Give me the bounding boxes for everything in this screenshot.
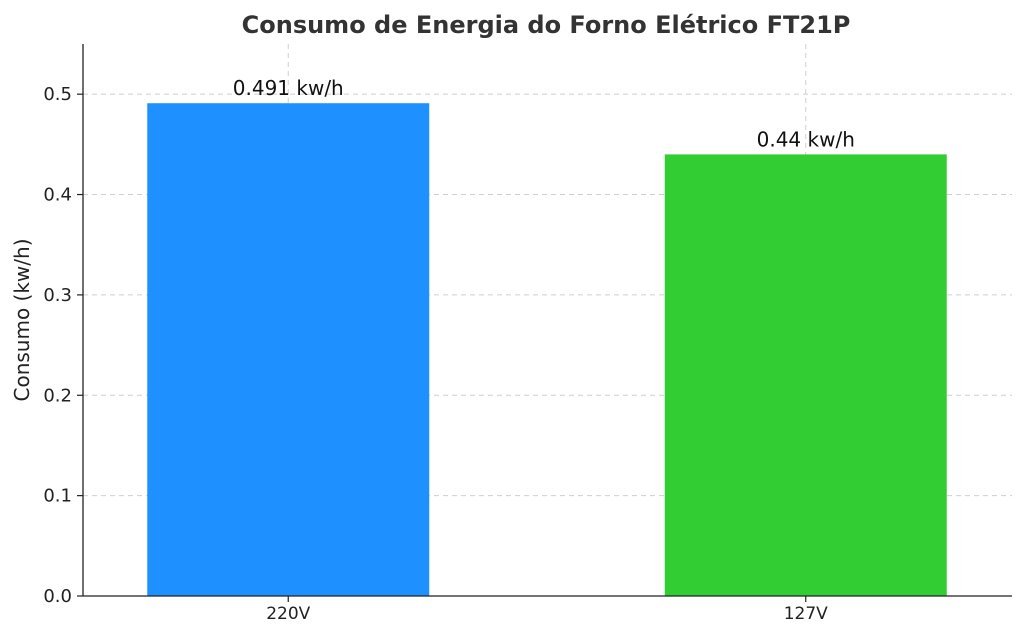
y-axis-label: Consumo (kw/h) — [10, 238, 34, 401]
chart-title: Consumo de Energia do Forno Elétrico FT2… — [242, 11, 851, 39]
axes — [77, 44, 1012, 602]
bars — [147, 103, 947, 597]
x-tick-label: 220V — [266, 604, 310, 624]
y-tick-label: 0.3 — [43, 285, 72, 306]
data-label: 0.44 kw/h — [757, 127, 855, 151]
bar-220V — [147, 103, 430, 597]
y-tick-label: 0.5 — [43, 84, 72, 105]
y-tick-label: 0.0 — [43, 586, 72, 607]
y-tick-label: 0.4 — [43, 185, 72, 206]
y-tick-label: 0.2 — [43, 385, 72, 406]
x-tick-label: 127V — [784, 604, 828, 624]
y-tick-label: 0.1 — [43, 486, 72, 507]
bar-127V — [664, 154, 947, 596]
labels: 0.0 0.1 0.2 0.3 0.4 0.5 220V 0.491 kw/h 127V 0.44… — [43, 76, 855, 624]
data-label: 0.491 kw/h — [233, 76, 344, 100]
